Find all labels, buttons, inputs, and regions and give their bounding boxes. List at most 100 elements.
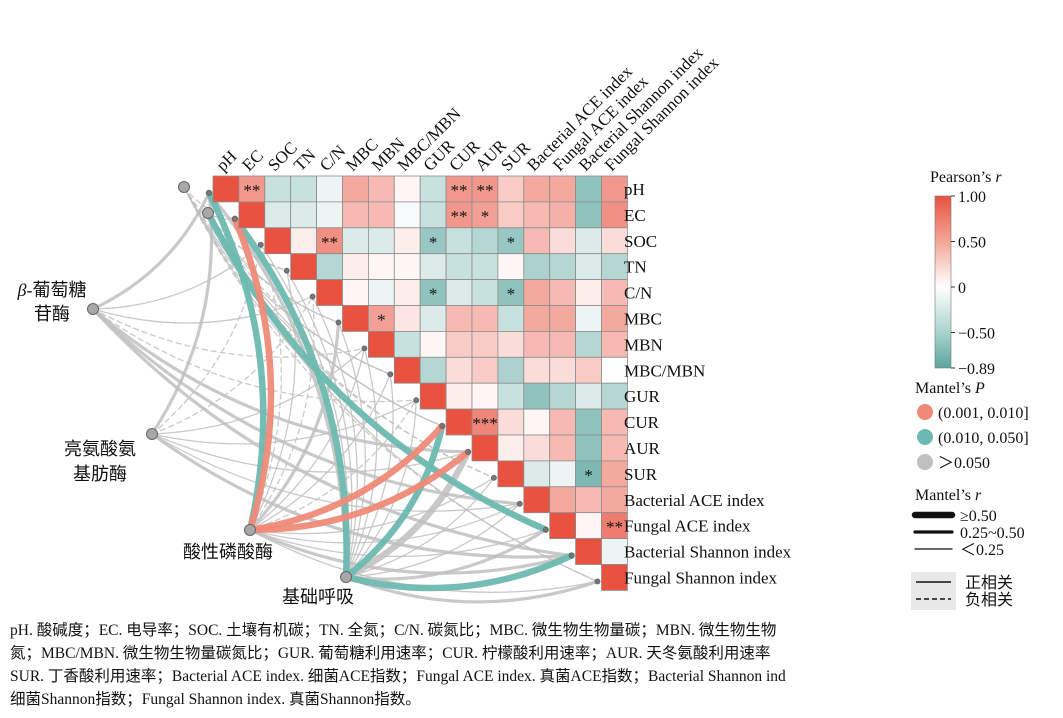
cell-mbc-mbn-bacterial-shannon-index	[575, 356, 602, 384]
cell-mbc-mbc-mbn	[393, 305, 421, 332]
cell-cur-cur	[445, 408, 473, 436]
row-label-fungal-ace-index: Fungal ACE index	[624, 517, 751, 536]
p-label-gray: ＞0.050	[938, 455, 990, 472]
cell-ph-mbc	[342, 175, 369, 203]
cell-ph-tn	[290, 175, 318, 203]
link-respiration-fungal-shannon-index	[344, 575, 600, 604]
cell-c-n-bacterial-shannon-index	[575, 279, 602, 306]
cell-gur-fungal-ace-index	[549, 382, 577, 410]
cell-cur-fungal-shannon-index	[601, 408, 628, 436]
cell-c-n-bacterial-ace-index	[523, 279, 551, 306]
link-glucosidase-mbn	[92, 308, 366, 358]
cell-soc-fungal-ace-index	[549, 227, 577, 255]
enzyme-label-respiration-0: 基础呼吸	[282, 587, 354, 607]
cell-mbc-mbn-aur	[471, 356, 499, 384]
cell-c-n-mbc	[342, 279, 369, 306]
row-label-mbc-mbn: MBC/MBN	[624, 361, 705, 380]
link-phosphatase-mbc	[248, 320, 341, 532]
mantel-p-title: Mantel’s P	[915, 380, 985, 397]
cell-soc-mbc	[342, 227, 369, 255]
cell-sur-bacterial-ace-index	[523, 460, 551, 488]
cell-mbn-mbc-mbn	[393, 330, 421, 358]
cell-c-n-cur	[445, 279, 473, 306]
star-sur-bacterial-shannon-index: *	[584, 466, 593, 485]
row-label-bacterial-shannon-index: Bacterial Shannon index	[624, 543, 792, 562]
link-phosphatase-aur	[246, 448, 472, 534]
cell-mbc-mbc	[342, 305, 369, 332]
cell-c-n-aur	[471, 279, 499, 306]
cell-ec-mbc	[342, 201, 369, 229]
endpoint-cur	[439, 423, 445, 429]
endpoint-fungal-ace-index	[542, 526, 549, 533]
star-cur-aur: ***	[472, 414, 498, 433]
cell-ph-bacterial-ace-index	[523, 175, 551, 203]
link-glucosidase-c-n	[92, 295, 314, 324]
cell-ph-c-n	[316, 175, 343, 203]
cell-gur-aur	[471, 382, 499, 410]
p-swatch-salmon	[917, 404, 933, 420]
link-leucine-bacterial-ace-index	[151, 433, 521, 512]
cell-ph-soc	[264, 175, 292, 203]
cell-tn-aur	[471, 253, 499, 280]
cell-ec-fungal-ace-index	[549, 201, 577, 229]
link-respiration-aur	[342, 448, 472, 581]
cell-sur-fungal-ace-index	[549, 460, 577, 488]
cell-soc-gur	[419, 227, 447, 255]
row-label-fungal-shannon-index: Fungal Shannon index	[624, 568, 777, 587]
star-fungal-ace-index-fungal-shannon-index: **	[606, 518, 623, 537]
cell-mbn-cur	[445, 330, 473, 358]
colorbar-tick-3: −0.50	[958, 326, 995, 343]
cell-c-n-mbn	[367, 279, 395, 306]
cell-mbc-sur	[497, 305, 525, 332]
enzyme-node-leucine-0	[146, 428, 158, 440]
row-label-sur: SUR	[624, 465, 658, 484]
link-respiration-cur	[342, 422, 446, 581]
link-glucosidase-gur	[92, 308, 417, 403]
cell-mbc-mbn-gur	[419, 356, 447, 384]
link-respiration-mbc	[337, 321, 366, 578]
column-labels: pHECSOCTNC/NMBCMBNMBC/MBNGURCURAURSURBac…	[212, 43, 722, 175]
sign-label-neg: 负相关	[965, 591, 1013, 609]
cell-ph-bacterial-shannon-index	[575, 175, 602, 203]
cell-ec-bacterial-ace-index	[523, 201, 551, 229]
row-label-tn: TN	[624, 258, 647, 277]
cell-gur-gur	[419, 382, 447, 410]
star-ph-aur: **	[476, 181, 493, 200]
endpoint-ph	[206, 190, 212, 196]
cell-ph-mbn	[367, 175, 395, 203]
cell-aur-fungal-shannon-index	[601, 434, 628, 462]
star-ec-aur: *	[481, 207, 490, 226]
cell-tn-fungal-ace-index	[549, 253, 577, 280]
star-mbc-mbn: *	[377, 310, 386, 329]
cell-mbc-aur	[471, 305, 499, 332]
cell-ph-fungal-shannon-index	[601, 175, 628, 203]
cell-mbn-bacterial-ace-index	[523, 330, 551, 358]
star-ph-cur: **	[451, 181, 468, 200]
link-respiration-bacterial-ace-index	[345, 503, 521, 578]
row-label-soc: SOC	[624, 232, 657, 251]
row-label-ph: pH	[624, 180, 645, 199]
star-c-n-sur: *	[507, 285, 516, 304]
cell-bacterial-shannon-index-bacterial-shannon-index	[575, 538, 602, 565]
cell-soc-sur	[497, 227, 525, 255]
link-phosphatase-cur	[246, 422, 446, 534]
link-respiration-bacterial-shannon-index	[342, 552, 575, 592]
colorbar-tick-0: 1.00	[958, 189, 986, 206]
r-label-weak: ＜0.25	[960, 542, 1004, 559]
endpoint-bacterial-ace-index	[516, 500, 523, 507]
row-label-mbn: MBN	[624, 335, 663, 354]
cell-cur-aur	[471, 408, 499, 436]
cell-mbn-fungal-shannon-index	[601, 330, 628, 358]
link-glucosidase-ph	[91, 191, 211, 311]
colorbar-title: Pearson’s r	[930, 169, 1002, 186]
link-respiration-ec	[231, 215, 350, 581]
cell-ph-sur	[497, 175, 525, 203]
cell-soc-tn	[290, 227, 318, 255]
link-respiration-mbn	[345, 347, 378, 578]
cell-mbn-fungal-ace-index	[549, 330, 577, 358]
star-c-n-gur: *	[429, 285, 438, 304]
cell-cur-fungal-ace-index	[549, 408, 577, 436]
cell-soc-cur	[445, 227, 473, 255]
cell-gur-sur	[497, 382, 525, 410]
cell-aur-bacterial-ace-index	[523, 434, 551, 462]
